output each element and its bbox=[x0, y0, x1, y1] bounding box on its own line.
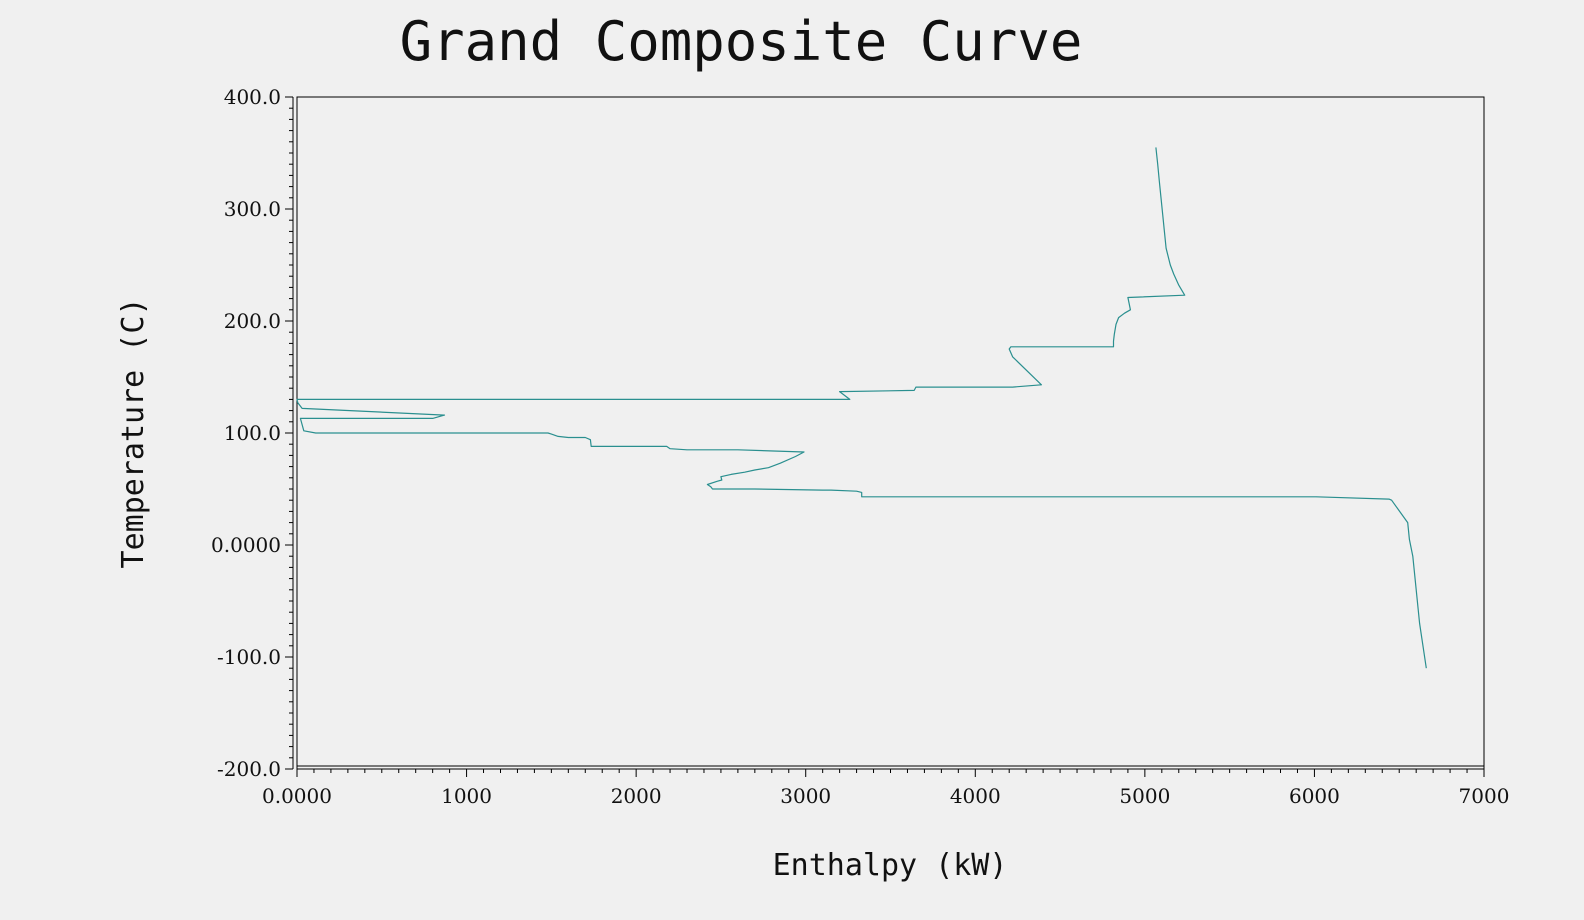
x-axis-label: Enthalpy (kW) bbox=[773, 848, 1008, 883]
x-tick-label: 6000 bbox=[1289, 784, 1340, 808]
x-axis: 0.0000 1000 2000 3000 4000 5000 6000 7000 bbox=[262, 765, 1510, 808]
y-tick-label: 0.0000 bbox=[211, 533, 281, 557]
x-tick-label: 3000 bbox=[780, 784, 831, 808]
y-tick-label: -100.0 bbox=[217, 645, 281, 669]
y-tick-label: 100.0 bbox=[224, 421, 281, 445]
y-tick-label: -200.0 bbox=[217, 757, 281, 781]
series-layer bbox=[296, 147, 1427, 669]
y-tick-label: 200.0 bbox=[224, 309, 281, 333]
x-tick-label: 5000 bbox=[1119, 784, 1170, 808]
y-tick-label: 400.0 bbox=[224, 85, 281, 109]
x-tick-label: 2000 bbox=[611, 784, 662, 808]
chart-title: Grand Composite Curve bbox=[400, 10, 1083, 73]
series-line bbox=[296, 147, 1427, 669]
x-tick-label: 0.0000 bbox=[262, 784, 332, 808]
y-axis: 400.0 300.0 200.0 100.0 0.0000 -100.0 -200.0 bbox=[211, 85, 294, 781]
y-axis-label: Temperature (C) bbox=[116, 298, 151, 569]
x-tick-label: 4000 bbox=[950, 784, 1001, 808]
x-tick-label: 7000 bbox=[1459, 784, 1510, 808]
x-tick-label: 1000 bbox=[441, 784, 492, 808]
y-tick-label: 300.0 bbox=[224, 197, 281, 221]
